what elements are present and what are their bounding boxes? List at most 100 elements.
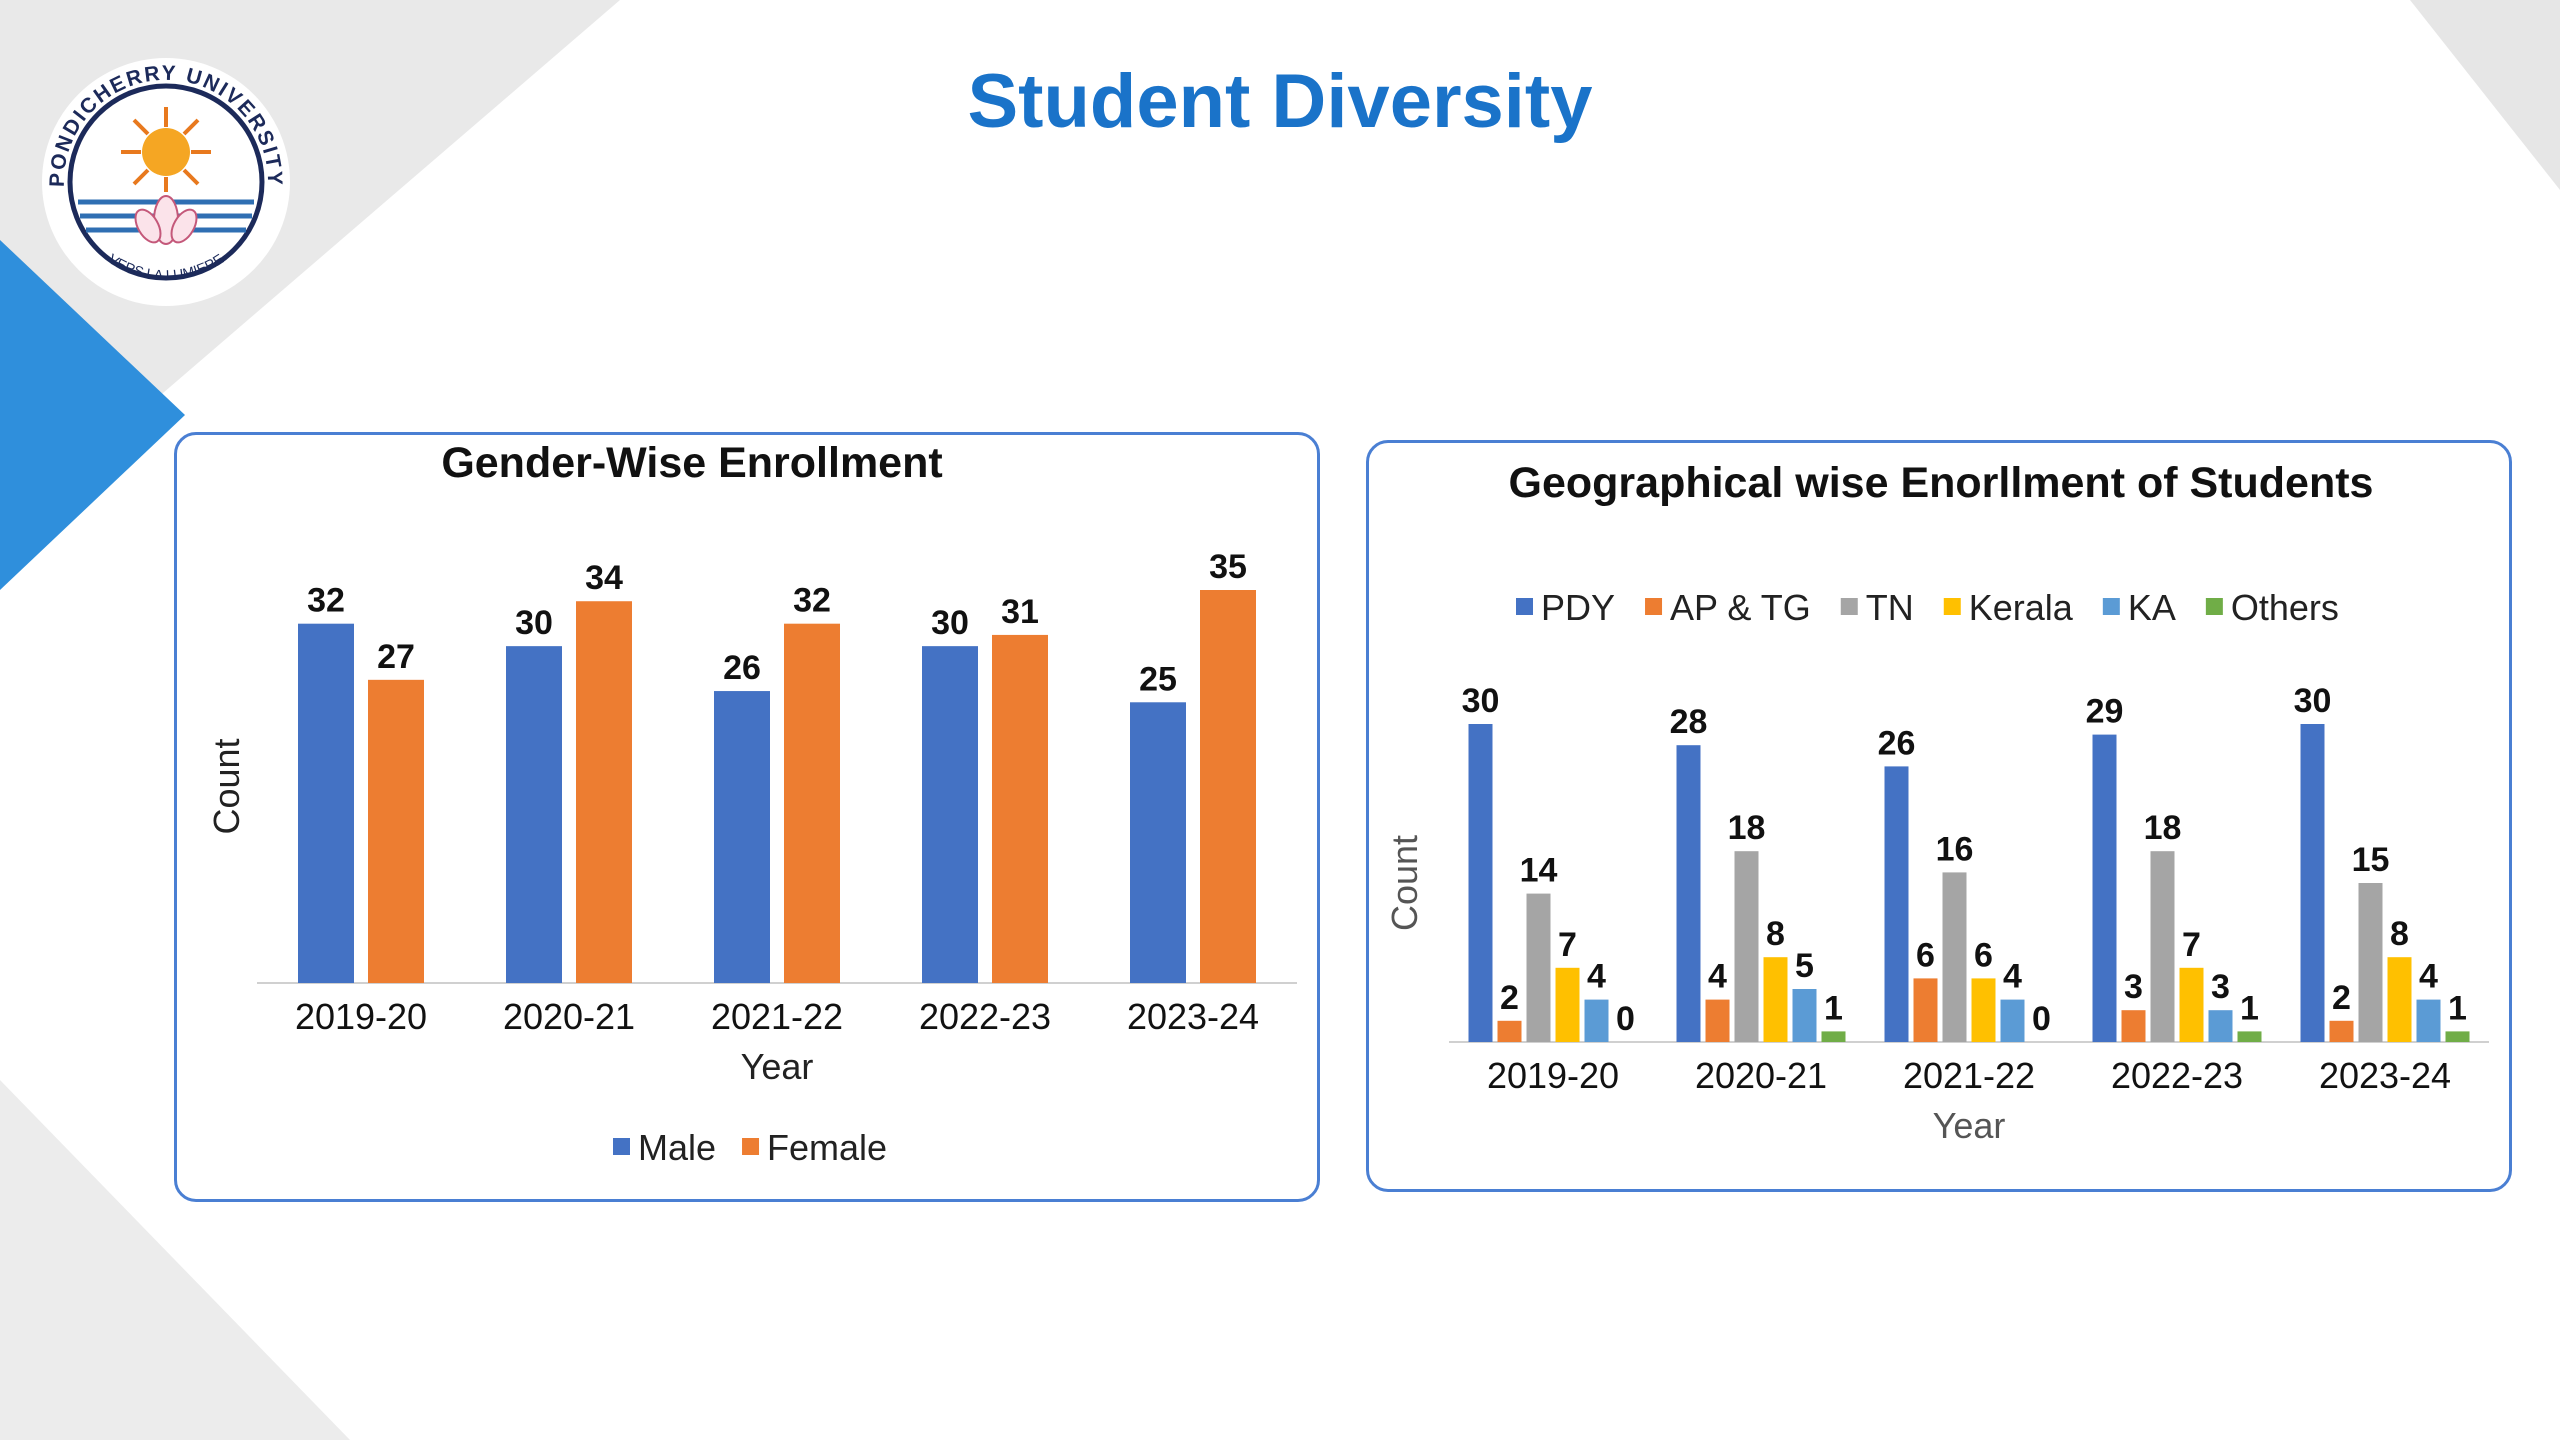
data-label: 16 (1936, 830, 1974, 868)
legend-swatch-others (2205, 598, 2223, 615)
legend-label-kerala: Kerala (1969, 587, 2074, 628)
chart-title: Geographical wise Enorllment of Students (1509, 459, 2374, 507)
data-label: 6 (1974, 936, 1993, 974)
data-label: 14 (1520, 852, 1558, 890)
legend-swatch-ap-tg (1645, 598, 1663, 615)
bar-ka-2023-24 (2416, 999, 2441, 1042)
chart-title: Gender-Wise Enrollment (441, 439, 942, 487)
bar-tn-2020-21 (1734, 851, 1759, 1042)
university-logo: PONDICHERRY UNIVERSITY VERS LA LUMIERE (42, 58, 290, 306)
x-tick-label: 2022-23 (2111, 1055, 2243, 1096)
legend-label-male: Male (638, 1127, 716, 1168)
legend-swatch-pdy (1516, 598, 1533, 615)
bar-male-2022-23 (922, 646, 978, 983)
geographical-chart-panel: Geographical wise Enorllment of Students… (1366, 440, 2512, 1192)
sun-icon (121, 107, 211, 192)
bar-female-2022-23 (992, 634, 1048, 983)
data-label: 30 (2294, 682, 2332, 720)
data-label: 30 (515, 604, 553, 642)
data-label: 30 (931, 604, 969, 642)
data-label: 31 (1001, 593, 1039, 631)
legend-swatch-kerala (1943, 598, 1961, 615)
bar-others-2022-23 (2237, 1031, 2262, 1042)
data-label: 4 (1708, 958, 1727, 996)
legend-label-others: Others (2231, 587, 2339, 628)
grey-shape-top-right (2410, 0, 2560, 190)
bar-ap-tg-2019-20 (1497, 1020, 1522, 1042)
x-tick-label: 2023-24 (1127, 996, 1259, 1037)
blue-triangle-left (0, 240, 185, 590)
data-label: 7 (2182, 926, 2201, 964)
data-label: 26 (1878, 724, 1916, 762)
bar-tn-2019-20 (1526, 893, 1551, 1042)
data-label: 18 (2144, 809, 2182, 847)
data-label: 26 (723, 649, 761, 687)
data-label: 1 (2240, 989, 2259, 1027)
x-tick-label: 2021-22 (1903, 1055, 2035, 1096)
data-label: 35 (1209, 548, 1247, 586)
bar-ka-2019-20 (1584, 999, 1609, 1042)
data-label: 6 (1916, 936, 1935, 974)
legend-swatch-female (742, 1138, 760, 1155)
bar-female-2021-22 (784, 623, 840, 983)
y-axis-title: Count (206, 738, 247, 834)
x-tick-label: 2021-22 (711, 996, 843, 1037)
bar-tn-2023-24 (2358, 883, 2383, 1042)
legend-swatch-male (613, 1138, 630, 1155)
data-label: 3 (2124, 968, 2143, 1006)
data-label: 2 (2332, 979, 2351, 1017)
bar-kerala-2021-22 (1971, 978, 1996, 1042)
data-label: 4 (2419, 958, 2438, 996)
data-label: 32 (793, 582, 831, 620)
x-tick-label: 2020-21 (1695, 1055, 1827, 1096)
x-axis-title: Year (741, 1046, 814, 1087)
data-label: 4 (1587, 958, 1606, 996)
bar-male-2020-21 (506, 646, 562, 983)
bar-ap-tg-2021-22 (1913, 978, 1938, 1042)
bar-ap-tg-2020-21 (1705, 999, 1730, 1042)
bar-tn-2021-22 (1942, 872, 1967, 1042)
legend-label-ka: KA (2128, 587, 2176, 628)
legend-label-tn: TN (1866, 587, 1914, 628)
data-label: 29 (2086, 693, 2124, 731)
data-label: 30 (1462, 682, 1500, 720)
legend-label-female: Female (767, 1127, 887, 1168)
bar-kerala-2019-20 (1555, 967, 1580, 1042)
bar-male-2023-24 (1130, 702, 1186, 983)
data-label: 0 (1616, 1000, 1635, 1038)
bar-female-2019-20 (368, 679, 424, 983)
legend-swatch-tn (1840, 598, 1858, 615)
data-label: 34 (585, 559, 623, 597)
lotus-icon (134, 195, 198, 245)
data-label: 4 (2003, 958, 2022, 996)
bar-pdy-2019-20 (1468, 724, 1493, 1042)
legend-label-ap-tg: AP & TG (1670, 587, 1811, 628)
bar-pdy-2020-21 (1676, 745, 1701, 1042)
gender-wise-enrollment-chart: Gender-Wise Enrollment 32 27 2019-20 30 34 202… (206, 439, 1297, 1168)
bar-kerala-2023-24 (2387, 957, 2412, 1042)
data-label: 15 (2352, 841, 2390, 879)
x-tick-label: 2020-21 (503, 996, 635, 1037)
bar-others-2023-24 (2445, 1031, 2470, 1042)
data-label: 28 (1670, 703, 1708, 741)
data-label: 27 (377, 638, 415, 676)
data-label: 8 (2390, 915, 2409, 953)
bar-kerala-2022-23 (2179, 967, 2204, 1042)
bar-male-2021-22 (714, 691, 770, 983)
bar-ka-2021-22 (2000, 999, 2025, 1042)
slide-title: Student Diversity (967, 59, 1593, 144)
data-label: 8 (1766, 915, 1785, 953)
x-tick-label: 2023-24 (2319, 1055, 2451, 1096)
x-tick-label: 2019-20 (1487, 1055, 1619, 1096)
legend-label-pdy: PDY (1541, 587, 1615, 628)
bar-pdy-2021-22 (1884, 766, 1909, 1042)
data-label: 3 (2211, 968, 2230, 1006)
bar-ka-2022-23 (2208, 1010, 2233, 1042)
data-label: 32 (307, 582, 345, 620)
x-tick-label: 2022-23 (919, 996, 1051, 1037)
bar-male-2019-20 (298, 623, 354, 983)
bar-female-2023-24 (1200, 590, 1256, 983)
legend-swatch-ka (2102, 598, 2120, 615)
data-label: 7 (1558, 926, 1577, 964)
bar-pdy-2022-23 (2092, 734, 2117, 1042)
